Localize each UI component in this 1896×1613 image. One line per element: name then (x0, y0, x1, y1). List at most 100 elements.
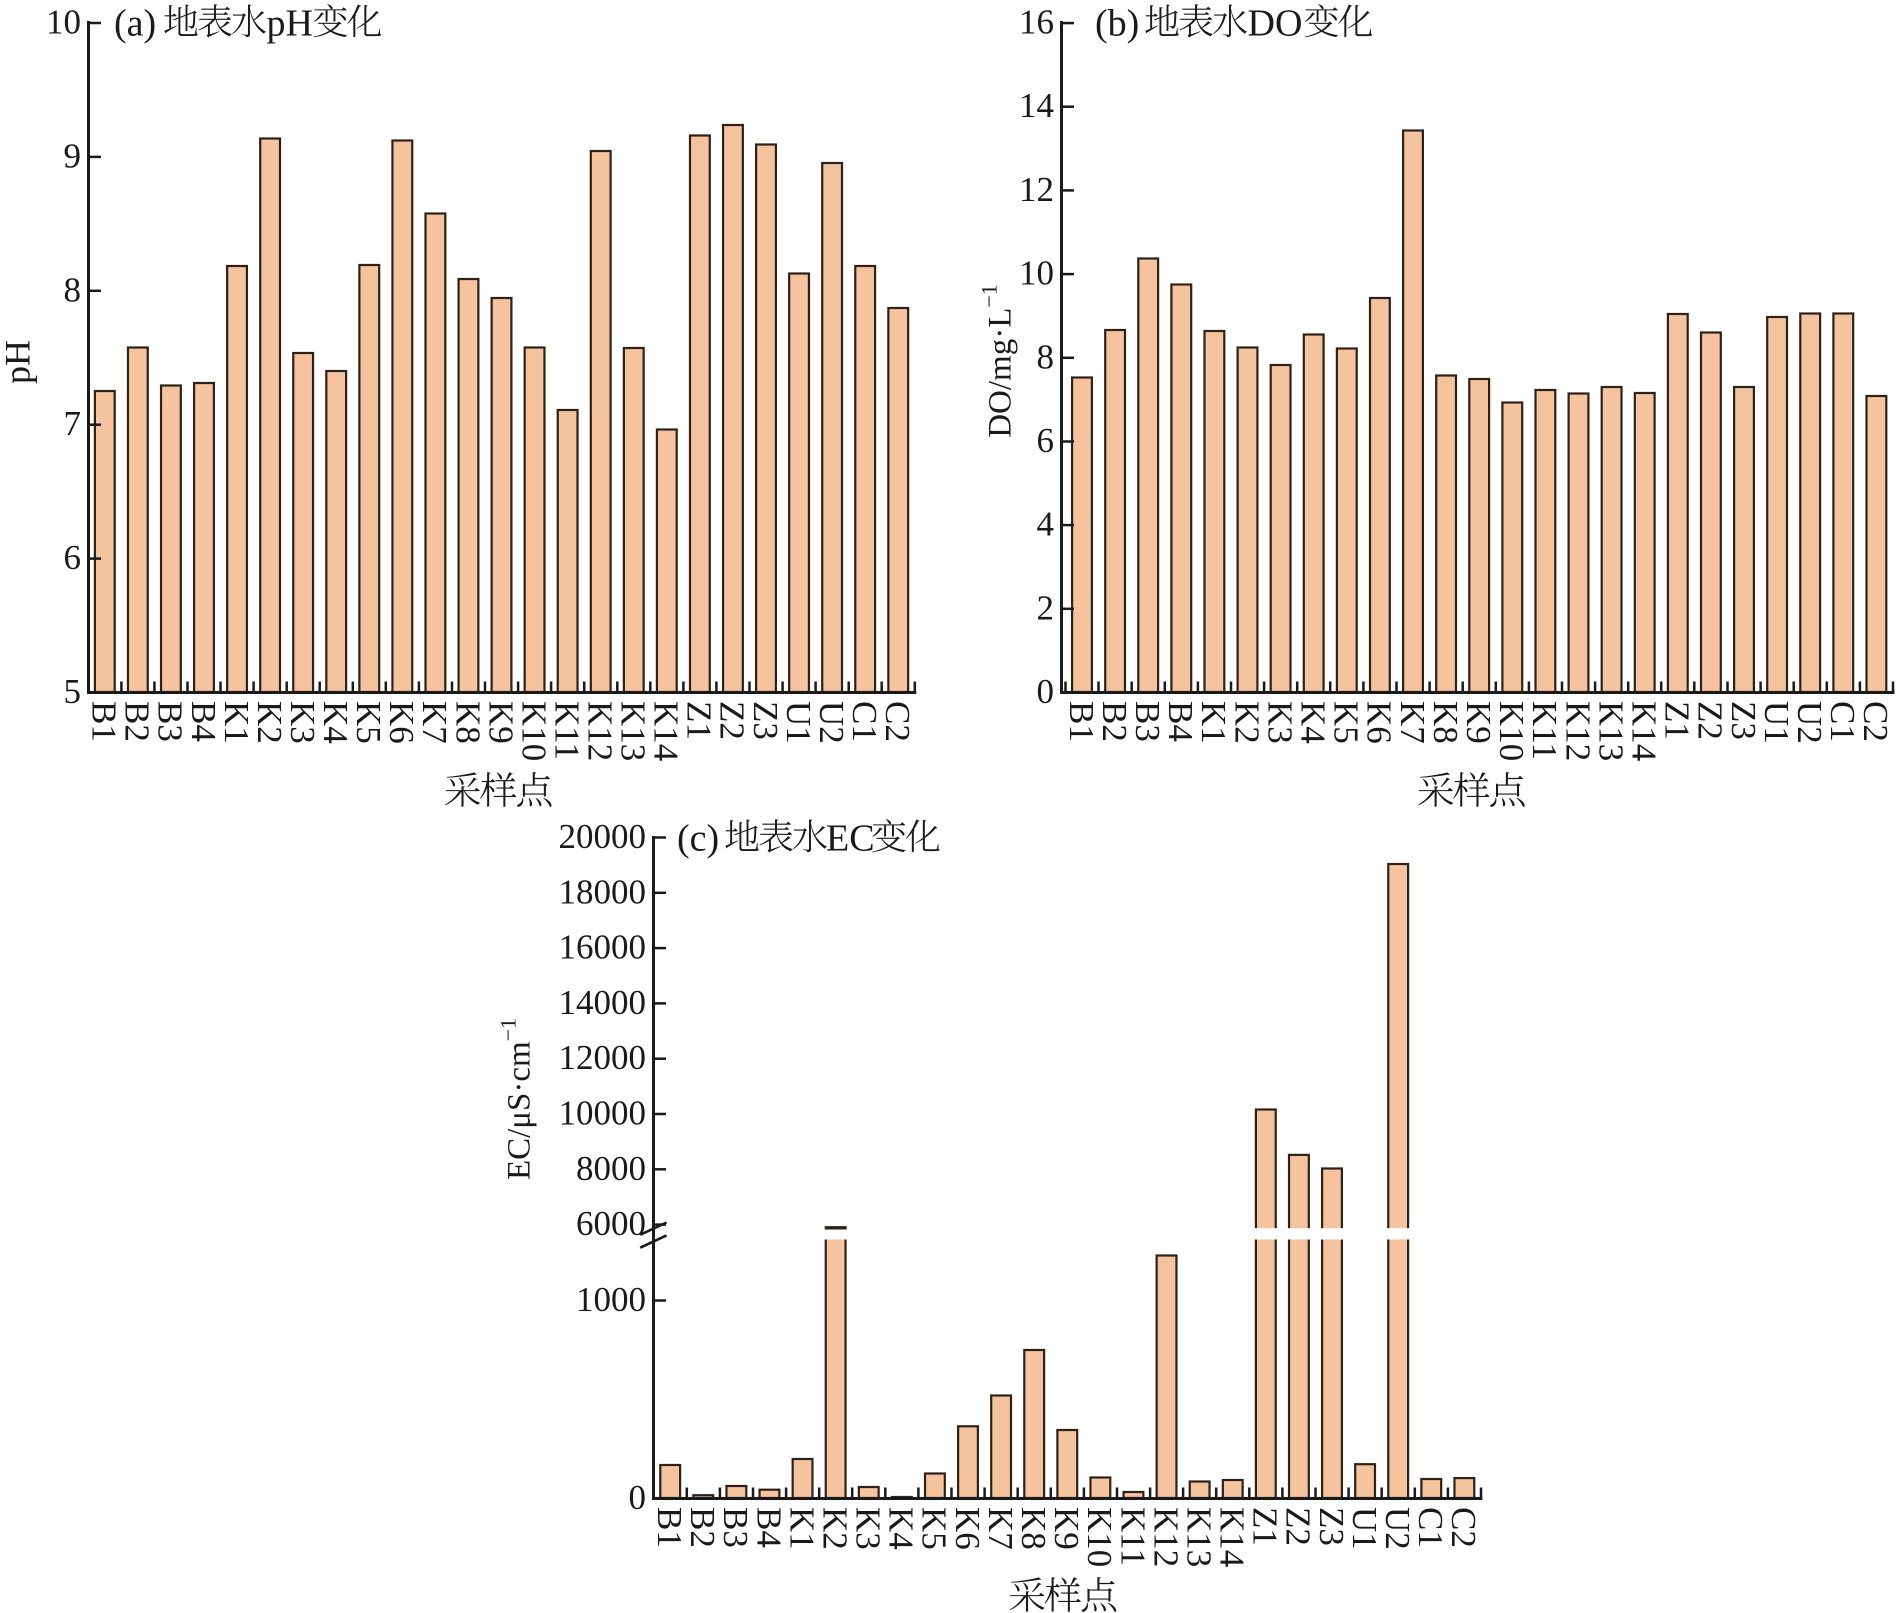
svg-text:(a): (a) (114, 3, 156, 45)
svg-text:K11: K11 (1113, 1507, 1152, 1566)
svg-text:(b): (b) (1095, 3, 1139, 45)
svg-text:0: 0 (629, 1478, 647, 1517)
svg-text:K4: K4 (316, 701, 355, 744)
svg-text:B4: B4 (1161, 701, 1200, 742)
svg-text:K9: K9 (481, 701, 520, 744)
svg-text:C1: C1 (1823, 701, 1862, 742)
svg-text:U2: U2 (1378, 1507, 1417, 1550)
svg-text:K5: K5 (349, 701, 388, 744)
svg-text:C1: C1 (1411, 1507, 1450, 1548)
svg-text:DO: DO (1248, 3, 1303, 45)
svg-text:U1: U1 (779, 701, 818, 744)
svg-text:U2: U2 (1790, 701, 1829, 744)
svg-text:6: 6 (64, 538, 82, 577)
svg-text:6000: 6000 (576, 1204, 646, 1243)
svg-text:B1: B1 (85, 701, 124, 742)
svg-text:Z3: Z3 (746, 701, 785, 740)
svg-text:C2: C2 (1856, 701, 1895, 742)
svg-text:B3: B3 (151, 701, 190, 742)
svg-text:Z1: Z1 (680, 701, 719, 740)
svg-text:pH: pH (0, 340, 38, 384)
svg-text:K7: K7 (415, 701, 454, 744)
svg-text:K9: K9 (1047, 1507, 1086, 1550)
svg-text:5: 5 (64, 672, 82, 711)
svg-text:K6: K6 (948, 1507, 987, 1550)
svg-text:K10: K10 (1492, 701, 1531, 761)
svg-text:DO/mg·L−1: DO/mg·L−1 (977, 284, 1019, 438)
svg-text:K12: K12 (1558, 701, 1597, 761)
svg-text:(c): (c) (677, 818, 719, 860)
svg-text:C2: C2 (878, 701, 917, 742)
svg-text:B3: B3 (716, 1507, 755, 1548)
svg-text:K12: K12 (581, 701, 620, 761)
svg-text:16: 16 (1019, 3, 1054, 42)
svg-text:6: 6 (1037, 421, 1055, 460)
svg-text:20000: 20000 (559, 817, 647, 856)
svg-text:B3: B3 (1128, 701, 1167, 742)
svg-text:K6: K6 (1360, 701, 1399, 744)
svg-text:K10: K10 (514, 701, 553, 761)
svg-text:Z3: Z3 (1724, 701, 1763, 740)
svg-text:K14: K14 (1213, 1507, 1252, 1567)
svg-text:Z1: Z1 (1246, 1507, 1285, 1546)
svg-text:K10: K10 (1080, 1507, 1119, 1567)
svg-text:C2: C2 (1444, 1507, 1483, 1548)
svg-text:K13: K13 (1179, 1507, 1218, 1567)
svg-text:K7: K7 (1393, 701, 1432, 744)
svg-text:8000: 8000 (576, 1149, 646, 1188)
svg-text:12000: 12000 (559, 1038, 647, 1077)
svg-text:B4: B4 (749, 1507, 788, 1548)
svg-text:U2: U2 (812, 701, 851, 744)
svg-text:U1: U1 (1757, 701, 1796, 744)
svg-text:B4: B4 (184, 701, 223, 742)
svg-text:K3: K3 (849, 1507, 888, 1550)
svg-text:K8: K8 (448, 701, 487, 744)
svg-text:4: 4 (1037, 505, 1055, 544)
svg-text:B2: B2 (683, 1507, 722, 1548)
svg-text:K8: K8 (1014, 1507, 1053, 1550)
svg-text:K2: K2 (816, 1507, 855, 1550)
svg-text:14000: 14000 (559, 983, 647, 1022)
svg-text:K9: K9 (1459, 701, 1498, 744)
svg-text:pH: pH (267, 3, 313, 45)
svg-text:Z2: Z2 (1279, 1507, 1318, 1546)
svg-text:10000: 10000 (559, 1094, 647, 1133)
svg-text:K1: K1 (1194, 701, 1233, 744)
svg-text:K4: K4 (882, 1507, 921, 1550)
svg-text:K14: K14 (647, 701, 686, 761)
svg-text:K5: K5 (915, 1507, 954, 1550)
svg-text:K12: K12 (1146, 1507, 1185, 1567)
svg-text:K11: K11 (1525, 701, 1564, 760)
svg-text:10: 10 (46, 3, 81, 42)
svg-text:K14: K14 (1625, 701, 1664, 761)
svg-text:B1: B1 (1062, 701, 1101, 742)
svg-text:1000: 1000 (576, 1280, 646, 1319)
svg-text:Z2: Z2 (1691, 701, 1730, 740)
svg-text:2: 2 (1037, 588, 1055, 627)
svg-text:K5: K5 (1327, 701, 1366, 744)
svg-text:K11: K11 (547, 701, 586, 760)
svg-text:18000: 18000 (559, 872, 647, 911)
svg-text:K7: K7 (981, 1507, 1020, 1550)
svg-text:K2: K2 (250, 701, 289, 744)
svg-text:K1: K1 (782, 1507, 821, 1550)
svg-text:14: 14 (1019, 86, 1054, 125)
svg-text:K3: K3 (283, 701, 322, 744)
svg-text:8: 8 (1037, 337, 1055, 376)
svg-text:Z1: Z1 (1658, 701, 1697, 740)
svg-text:12: 12 (1019, 170, 1054, 209)
svg-text:7: 7 (64, 404, 82, 443)
svg-text:10: 10 (1019, 254, 1054, 293)
svg-text:Z3: Z3 (1312, 1507, 1351, 1546)
svg-text:EC/μS·cm−1: EC/μS·cm−1 (496, 1018, 538, 1180)
svg-text:K4: K4 (1294, 701, 1333, 744)
svg-text:K1: K1 (217, 701, 256, 744)
svg-text:K2: K2 (1227, 701, 1266, 744)
svg-text:0: 0 (1037, 672, 1055, 711)
svg-text:K8: K8 (1426, 701, 1465, 744)
svg-text:B2: B2 (118, 701, 157, 742)
svg-text:K13: K13 (1591, 701, 1630, 761)
svg-text:U1: U1 (1345, 1507, 1384, 1550)
svg-text:B2: B2 (1095, 701, 1134, 742)
svg-text:9: 9 (64, 136, 82, 175)
